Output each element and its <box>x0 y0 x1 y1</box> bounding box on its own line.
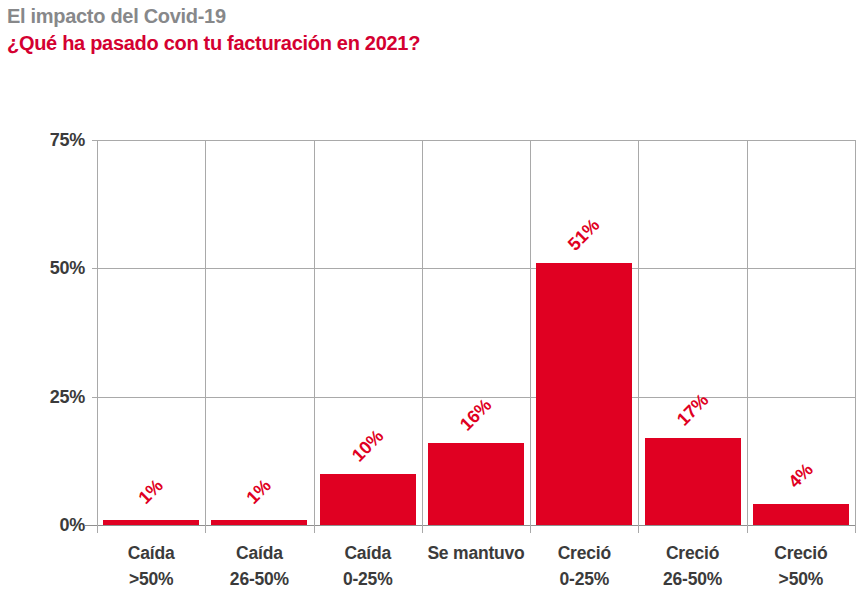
x-axis-line <box>85 525 855 526</box>
y-axis-tick-label: 25% <box>25 386 85 408</box>
bar <box>428 443 524 525</box>
bar <box>753 504 849 525</box>
x-axis-category-label: Caída>50% <box>97 540 205 592</box>
x-axis-label-line: 26-50% <box>205 566 313 592</box>
gridline-horizontal <box>92 397 855 398</box>
x-axis-label-line: 0-25% <box>314 566 422 592</box>
x-axis-label-line: Se mantuvo <box>422 540 530 566</box>
x-axis-category-label: Caída26-50% <box>205 540 313 592</box>
gridline-vertical <box>747 140 748 533</box>
y-axis-tick-label: 75% <box>25 129 85 151</box>
y-axis-tick-label: 50% <box>25 257 85 279</box>
x-axis-label-line: >50% <box>747 566 855 592</box>
bar <box>320 474 416 525</box>
x-axis-label-line: Caída <box>205 540 313 566</box>
gridline-vertical <box>855 140 856 533</box>
gridline-vertical <box>205 140 206 533</box>
x-axis-category-label: Se mantuvo <box>422 540 530 566</box>
y-axis-tick-label: 0% <box>25 514 85 536</box>
x-axis-label-line: Creció <box>747 540 855 566</box>
y-axis-line <box>97 140 98 533</box>
x-axis-label-line: >50% <box>97 566 205 592</box>
bar <box>645 438 741 525</box>
x-axis-category-label: Creció26-50% <box>638 540 746 592</box>
bar <box>211 520 307 525</box>
bar-value-label: 16% <box>456 395 496 435</box>
x-axis-category-label: Caída0-25% <box>314 540 422 592</box>
chart-subtitle: ¿Qué ha pasado con tu facturación en 202… <box>7 32 420 55</box>
x-axis-label-line: Caída <box>97 540 205 566</box>
x-axis-label-line: 0-25% <box>530 566 638 592</box>
gridline-horizontal <box>92 140 855 141</box>
x-axis-label-line: 26-50% <box>638 566 746 592</box>
x-axis-category-label: Creció0-25% <box>530 540 638 592</box>
bar <box>103 520 199 525</box>
bar-value-label: 1% <box>243 475 276 508</box>
bar-value-label: 10% <box>348 425 388 465</box>
bar-value-label: 17% <box>672 390 712 430</box>
gridline-vertical <box>314 140 315 533</box>
x-axis-label-line: Creció <box>638 540 746 566</box>
covid-impact-chart-page: El impacto del Covid-19 ¿Qué ha pasado c… <box>0 0 863 600</box>
bar-value-label: 4% <box>784 460 817 493</box>
x-axis-label-line: Creció <box>530 540 638 566</box>
bar-value-label: 51% <box>564 215 604 255</box>
chart-title: El impacto del Covid-19 <box>7 5 226 28</box>
gridline-horizontal <box>92 268 855 269</box>
gridline-vertical <box>638 140 639 533</box>
bar <box>536 263 632 525</box>
x-axis-category-label: Creció>50% <box>747 540 855 592</box>
x-axis-label-line: Caída <box>314 540 422 566</box>
bar-value-label: 1% <box>135 475 168 508</box>
gridline-vertical <box>422 140 423 533</box>
gridline-vertical <box>530 140 531 533</box>
